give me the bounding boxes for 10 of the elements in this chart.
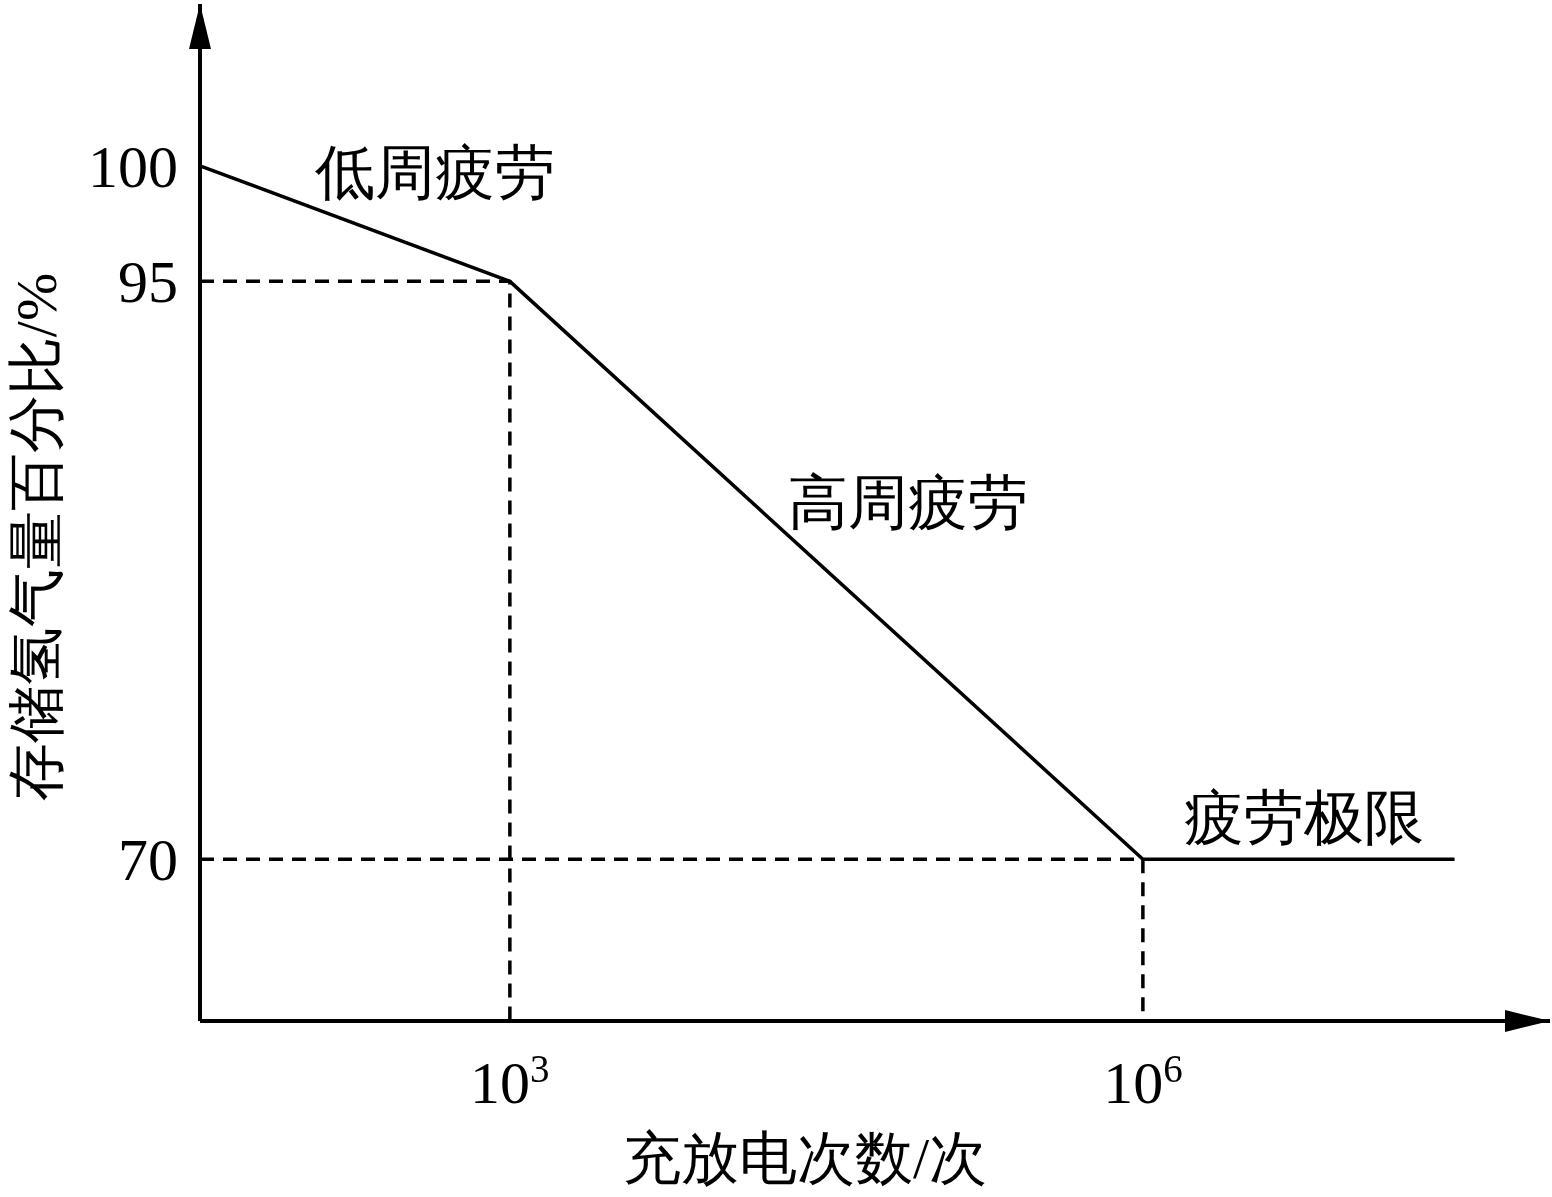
y-axis-title: 存储氢气量百分比/% [4,272,69,802]
y-tick-label: 100 [88,133,178,200]
x-axis-title: 充放电次数/次 [622,1126,988,1191]
annotation: 疲劳极限 [1183,785,1424,852]
x-tick-label: 10$^{3}$ [470,1046,550,1116]
x-tick-label: 10$^{6}$ [1103,1046,1183,1116]
annotation: 高周疲劳 [788,470,1029,537]
y-tick-label: 95 [118,249,178,316]
annotation: 低周疲劳 [314,139,555,206]
y-tick-label: 70 [118,827,178,894]
